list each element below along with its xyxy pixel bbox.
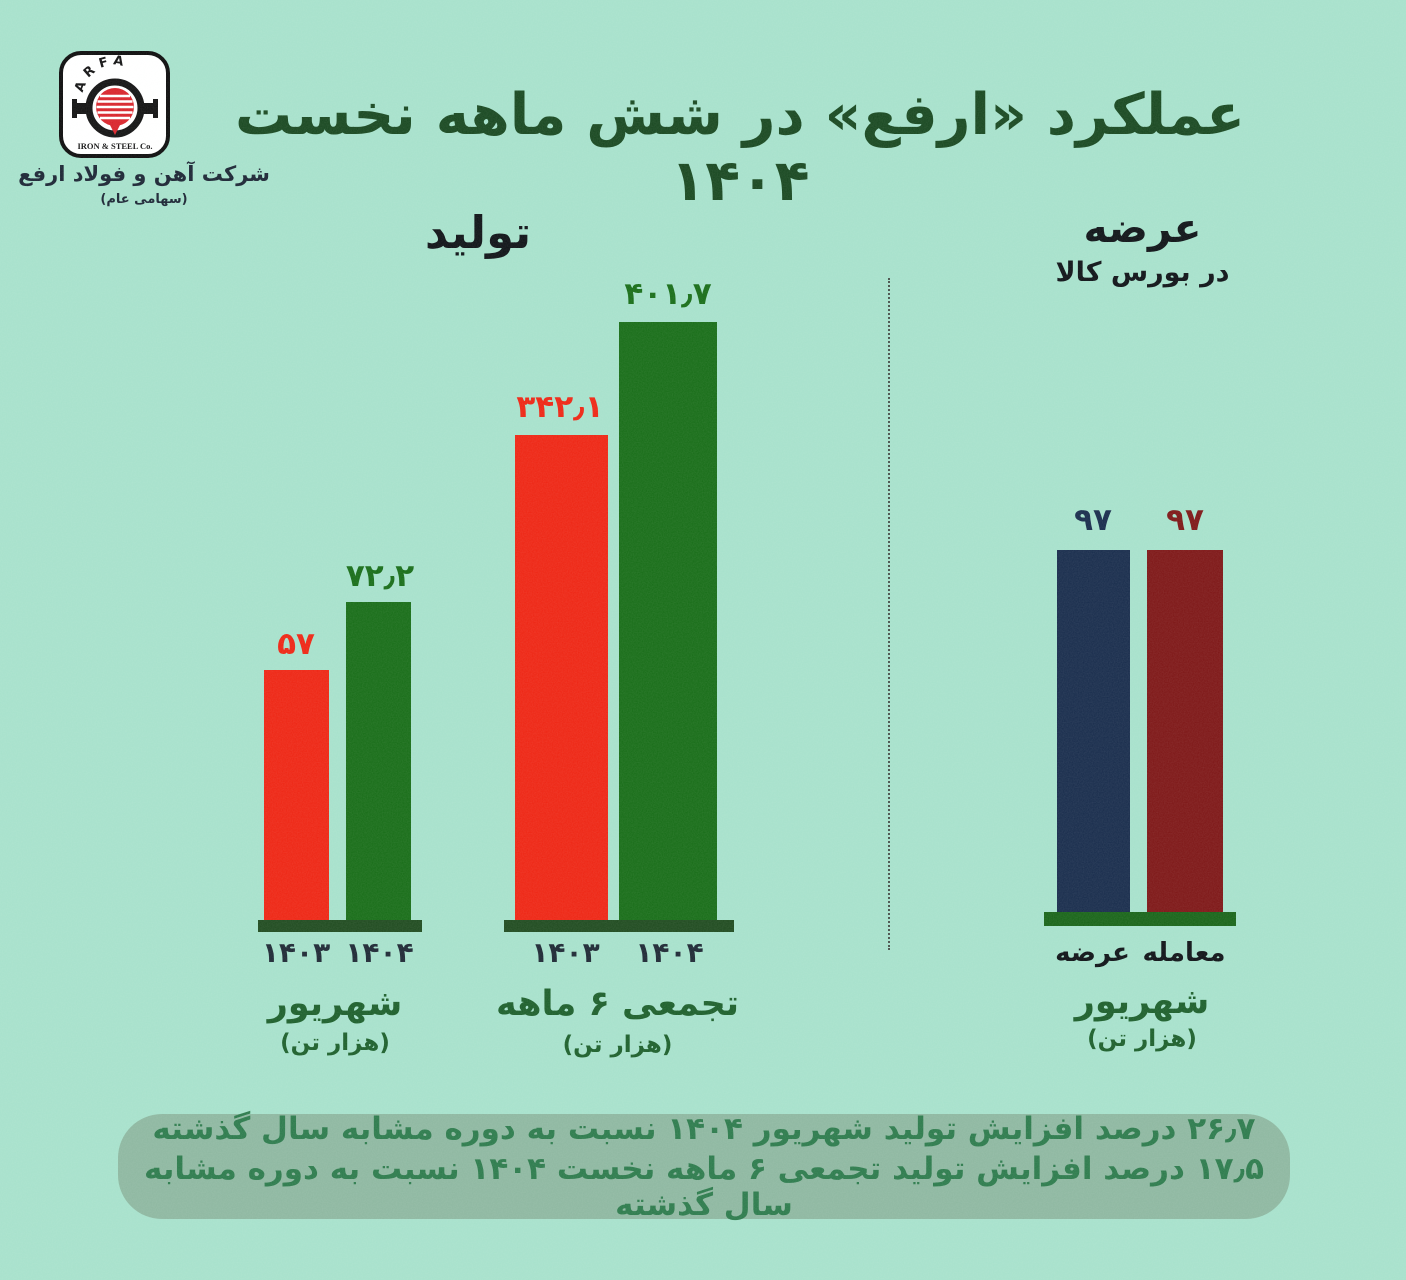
logo-trunnion-left — [72, 99, 77, 118]
year-label-cumulative-1403: ۱۴۰۳ — [531, 936, 600, 969]
production-section-heading: تولید — [424, 206, 532, 259]
group-unit-supply: (هزار تن) — [1087, 1026, 1197, 1052]
supply-section-subheading: در بورس کالا — [1055, 257, 1230, 288]
summary-box: ۲۶٫۷ درصد افزایش تولید شهریور ۱۴۰۴ نسبت … — [118, 1110, 1290, 1223]
summary-line-1: ۲۶٫۷ درصد افزایش تولید شهریور ۱۴۰۴ نسبت … — [152, 1110, 1256, 1147]
baseline-shahrivar — [258, 920, 422, 932]
bar-value-cumulative-1404: ۴۰۱٫۷ — [624, 276, 712, 312]
summary-line-2: ۱۷٫۵ درصد افزایش تولید تجمعی ۶ ماهه نخست… — [143, 1150, 1264, 1223]
category-label-trade: معامله — [1142, 938, 1226, 968]
bar-shahrivar-1404 — [346, 602, 411, 922]
year-label-cumulative-1404: ۱۴۰۴ — [635, 936, 704, 969]
logo-trunnion-right — [153, 99, 158, 118]
baseline-cumulative — [504, 920, 734, 932]
logo-caption: IRON & STEEL Co. — [77, 141, 152, 151]
section-divider — [888, 278, 890, 950]
logo-trunnion-left-arm — [77, 103, 87, 114]
category-label-supply: عرضه — [1055, 938, 1130, 968]
bar-value-shahrivar-1404: ۷۲٫۲ — [345, 558, 415, 594]
bar-shahrivar-1403 — [264, 670, 329, 922]
bar-supply — [1057, 550, 1130, 914]
bar-cumulative-1404 — [619, 322, 717, 922]
year-label-shahrivar-1403: ۱۴۰۳ — [261, 936, 331, 969]
logo-trunnion-right-arm — [143, 103, 153, 114]
page-title: عملکرد «ارفع» در شش ماهه نخست ۱۴۰۴ — [234, 82, 1246, 214]
group-unit-shahrivar: (هزار تن) — [280, 1030, 390, 1056]
group-caption-supply: شهریور — [1074, 982, 1210, 1022]
bar-value-trade: ۹۷ — [1166, 502, 1204, 538]
bar-value-supply: ۹۷ — [1074, 502, 1112, 538]
baseline-supply — [1044, 912, 1236, 926]
bar-value-cumulative-1403: ۳۴۲٫۱ — [516, 389, 604, 425]
group-caption-shahrivar: شهریور — [267, 984, 403, 1024]
bar-value-shahrivar-1403: ۵۷ — [277, 626, 315, 662]
group-caption-cumulative: تجمعی ۶ ماهه — [495, 984, 740, 1024]
company-logo: ARFA IRON & STEEL Co. — [59, 51, 170, 158]
group-unit-cumulative: (هزار تن) — [562, 1032, 673, 1058]
bar-cumulative-1403 — [515, 435, 608, 922]
supply-section-heading: عرضه — [1083, 204, 1202, 252]
bar-trade — [1147, 550, 1223, 914]
year-label-shahrivar-1404: ۱۴۰۴ — [345, 936, 414, 969]
